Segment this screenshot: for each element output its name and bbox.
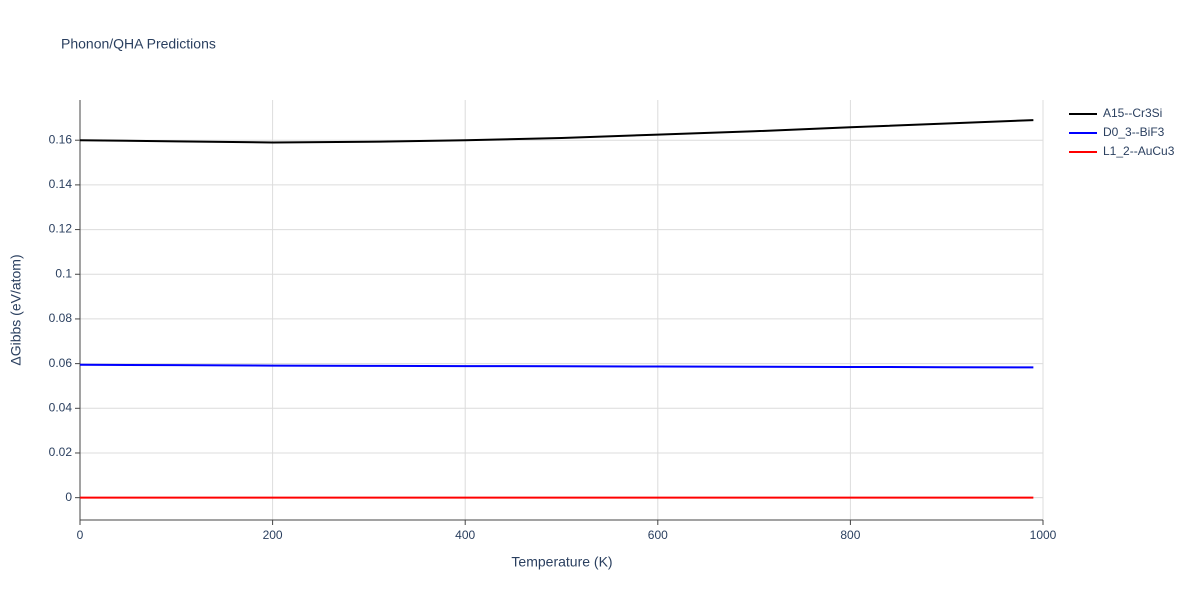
x-tick-label: 800 [840,528,860,542]
y-tick-label: 0.04 [49,400,73,414]
legend-label: L1_2--AuCu3 [1103,144,1175,158]
x-tick-label: 200 [263,528,283,542]
y-tick-label: 0.16 [49,132,73,146]
chart-title: Phonon/QHA Predictions [61,36,216,52]
x-tick-label: 400 [455,528,475,542]
x-tick-label: 0 [77,528,84,542]
y-tick-label: 0.08 [49,311,73,325]
legend-label: A15--Cr3Si [1103,106,1162,120]
x-tick-label: 1000 [1030,528,1057,542]
x-tick-label: 600 [648,528,668,542]
y-tick-label: 0.1 [55,266,72,280]
y-tick-label: 0.14 [49,177,73,191]
y-tick-label: 0.12 [49,222,73,236]
y-tick-label: 0.02 [49,445,73,459]
y-tick-label: 0 [65,490,72,504]
x-axis-title: Temperature (K) [511,554,612,570]
line-series [79,363,1034,369]
y-axis-title: ΔGibbs (eV/atom) [8,254,24,365]
line-series [79,119,1034,144]
legend-label: D0_3--BiF3 [1103,125,1165,139]
y-tick-label: 0.06 [49,356,73,370]
